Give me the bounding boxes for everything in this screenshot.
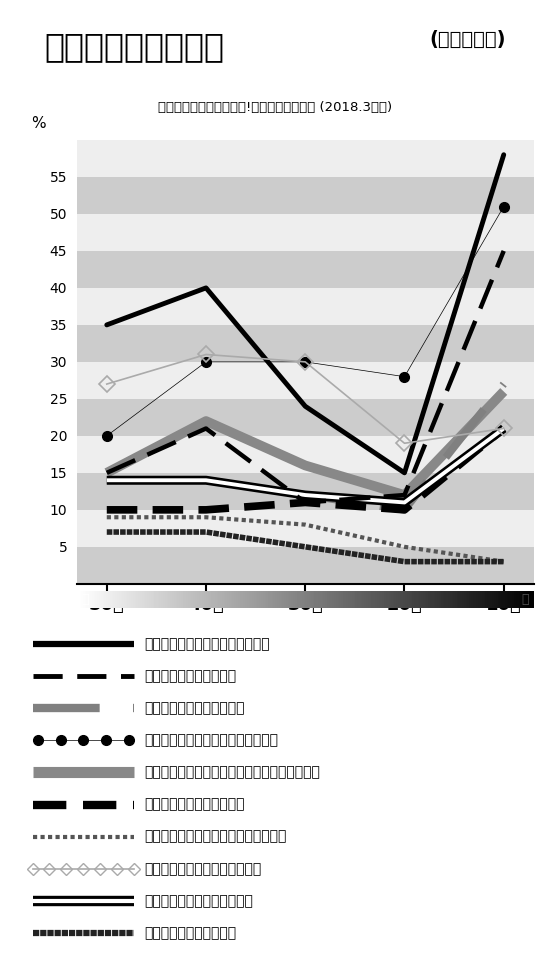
Text: 帰宅途中に買い物をしてはいけない: 帰宅途中に買い物をしてはいけない — [145, 733, 278, 747]
Bar — [77, 399, 534, 436]
Text: 髪の毛の長さが決められている: 髪の毛の長さが決められている — [145, 862, 262, 875]
Bar — [77, 214, 534, 251]
Text: %: % — [31, 116, 46, 131]
Text: 髪形が細かく指定されている: 髪形が細かく指定されている — [145, 894, 254, 908]
Text: (年代別回答): (年代別回答) — [429, 30, 505, 48]
Bar — [77, 251, 534, 288]
Bar — [77, 325, 534, 362]
Bar — [77, 140, 534, 177]
Text: 教科書や辞書を学校に置いて帰ってはいけない: 教科書や辞書を学校に置いて帰ってはいけない — [145, 765, 321, 780]
Bar — [77, 362, 534, 399]
Bar — [77, 510, 534, 547]
Text: 今: 今 — [521, 593, 529, 606]
Bar — [77, 473, 534, 510]
Text: スカートの長さが決められている: スカートの長さが決められている — [145, 637, 270, 651]
Text: 下着の色が決められている: 下着の色が決められている — [145, 702, 245, 715]
Text: 体育や部活時に水を飲んではいけない: 体育や部活時に水を飲んではいけない — [145, 830, 287, 843]
Text: チャイムの前に着席する: チャイムの前に着席する — [145, 669, 236, 683]
Text: 整髪料を使ってはいけない: 整髪料を使ってはいけない — [145, 797, 245, 812]
Bar — [77, 547, 534, 584]
Text: ブラック校則をなくそう!プロジェクト調査 (2018.3公表): ブラック校則をなくそう!プロジェクト調査 (2018.3公表) — [158, 101, 392, 114]
Bar — [77, 436, 534, 473]
Text: 昔: 昔 — [81, 593, 89, 606]
Bar — [77, 177, 534, 214]
Text: 眉毛を剃ってはいけない: 眉毛を剃ってはいけない — [145, 925, 236, 940]
Text: 中学時代の校則体験: 中学時代の校則体験 — [44, 30, 224, 63]
Bar — [77, 288, 534, 325]
